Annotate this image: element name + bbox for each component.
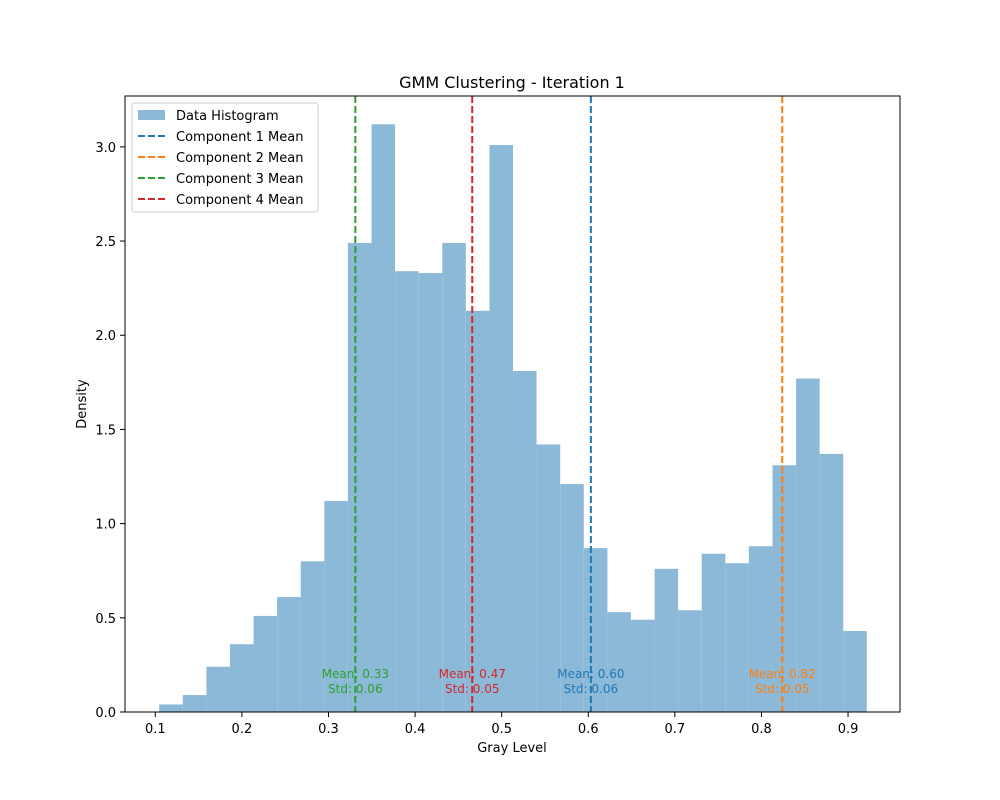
- legend-box: [131, 102, 319, 213]
- y-tick-label: 2.0: [95, 329, 116, 344]
- y-tick-label: 3.0: [95, 141, 116, 156]
- legend: Data Histogram Component 1 Mean Component …: [131, 102, 319, 213]
- mean-annotation: Mean: 0.33: [322, 667, 389, 681]
- y-axis-ticks: 0.0 0.5 1.0 1.5 2.0 2.5 3.0: [95, 141, 125, 721]
- histogram-bar: [513, 371, 537, 712]
- std-annotation: Std: 0.06: [564, 682, 619, 696]
- chart-title: GMM Clustering - Iteration 1: [399, 73, 625, 92]
- x-axis-label: Gray Level: [477, 741, 547, 756]
- histogram-bar: [630, 619, 655, 712]
- mean-annotation: Mean: 0.47: [439, 667, 506, 681]
- histogram-bar: [583, 548, 608, 712]
- histogram-bar: [442, 242, 466, 712]
- histogram-bar: [253, 615, 278, 712]
- histogram-bar: [819, 453, 844, 712]
- histogram-bar: [536, 444, 561, 712]
- legend-label: Component 2 Mean: [176, 151, 303, 166]
- histogram-bar: [772, 465, 797, 712]
- std-annotation: Std: 0.05: [445, 682, 500, 696]
- legend-label: Component 1 Mean: [176, 130, 303, 145]
- histogram-bar: [725, 563, 749, 712]
- std-annotation: Std: 0.05: [755, 682, 810, 696]
- histogram-bar: [159, 704, 183, 712]
- x-tick-label: 0.9: [838, 722, 859, 737]
- y-tick-label: 0.5: [95, 612, 116, 627]
- legend-label: Data Histogram: [176, 109, 279, 124]
- x-tick-label: 0.5: [491, 722, 512, 737]
- histogram-bar: [843, 630, 867, 712]
- y-tick-label: 0.0: [95, 706, 116, 721]
- x-tick-label: 0.6: [578, 722, 599, 737]
- histogram-bar: [347, 242, 372, 712]
- y-tick-label: 1.0: [95, 518, 116, 533]
- histogram-bar: [300, 561, 325, 712]
- histogram-bar: [395, 271, 419, 712]
- plot-frame: [124, 95, 901, 713]
- mean-lines: [354, 96, 784, 712]
- legend-swatch: [138, 110, 165, 120]
- histogram-bar: [796, 378, 820, 712]
- histogram-bar: [418, 273, 443, 712]
- x-tick-label: 0.2: [232, 722, 253, 737]
- histogram-bar: [371, 124, 396, 712]
- x-tick-label: 0.3: [318, 722, 339, 737]
- histogram-bar: [489, 144, 514, 713]
- histogram-bar: [678, 610, 702, 712]
- x-axis-ticks: 0.1 0.2 0.3 0.4 0.5 0.6 0.7 0.8 0.9: [145, 712, 858, 737]
- legend-label: Component 4 Mean: [176, 193, 303, 208]
- std-annotation: Std: 0.06: [328, 682, 383, 696]
- y-tick-label: 1.5: [95, 423, 116, 438]
- x-tick-label: 0.7: [665, 722, 686, 737]
- histogram-bar: [277, 597, 301, 712]
- mean-annotation: Mean: 0.60: [557, 667, 624, 681]
- histogram-bar: [748, 546, 773, 712]
- histogram-bars: [159, 124, 867, 713]
- histogram-bar: [701, 553, 726, 712]
- x-tick-label: 0.4: [405, 722, 426, 737]
- histogram-bar: [465, 310, 490, 712]
- histogram-bar: [229, 644, 254, 712]
- x-tick-label: 0.1: [145, 722, 166, 737]
- mean-annotation: Mean: 0.82: [749, 667, 816, 681]
- histogram-bar: [206, 666, 230, 712]
- y-tick-label: 2.5: [95, 235, 116, 250]
- y-axis-label: Density: [75, 379, 90, 429]
- histogram-bar: [607, 612, 631, 712]
- histogram-bar: [560, 484, 584, 712]
- histogram-bar: [324, 501, 348, 712]
- legend-label: Component 3 Mean: [176, 172, 303, 187]
- histogram-bar: [654, 568, 679, 712]
- histogram-bar: [182, 695, 207, 712]
- x-tick-label: 0.8: [751, 722, 772, 737]
